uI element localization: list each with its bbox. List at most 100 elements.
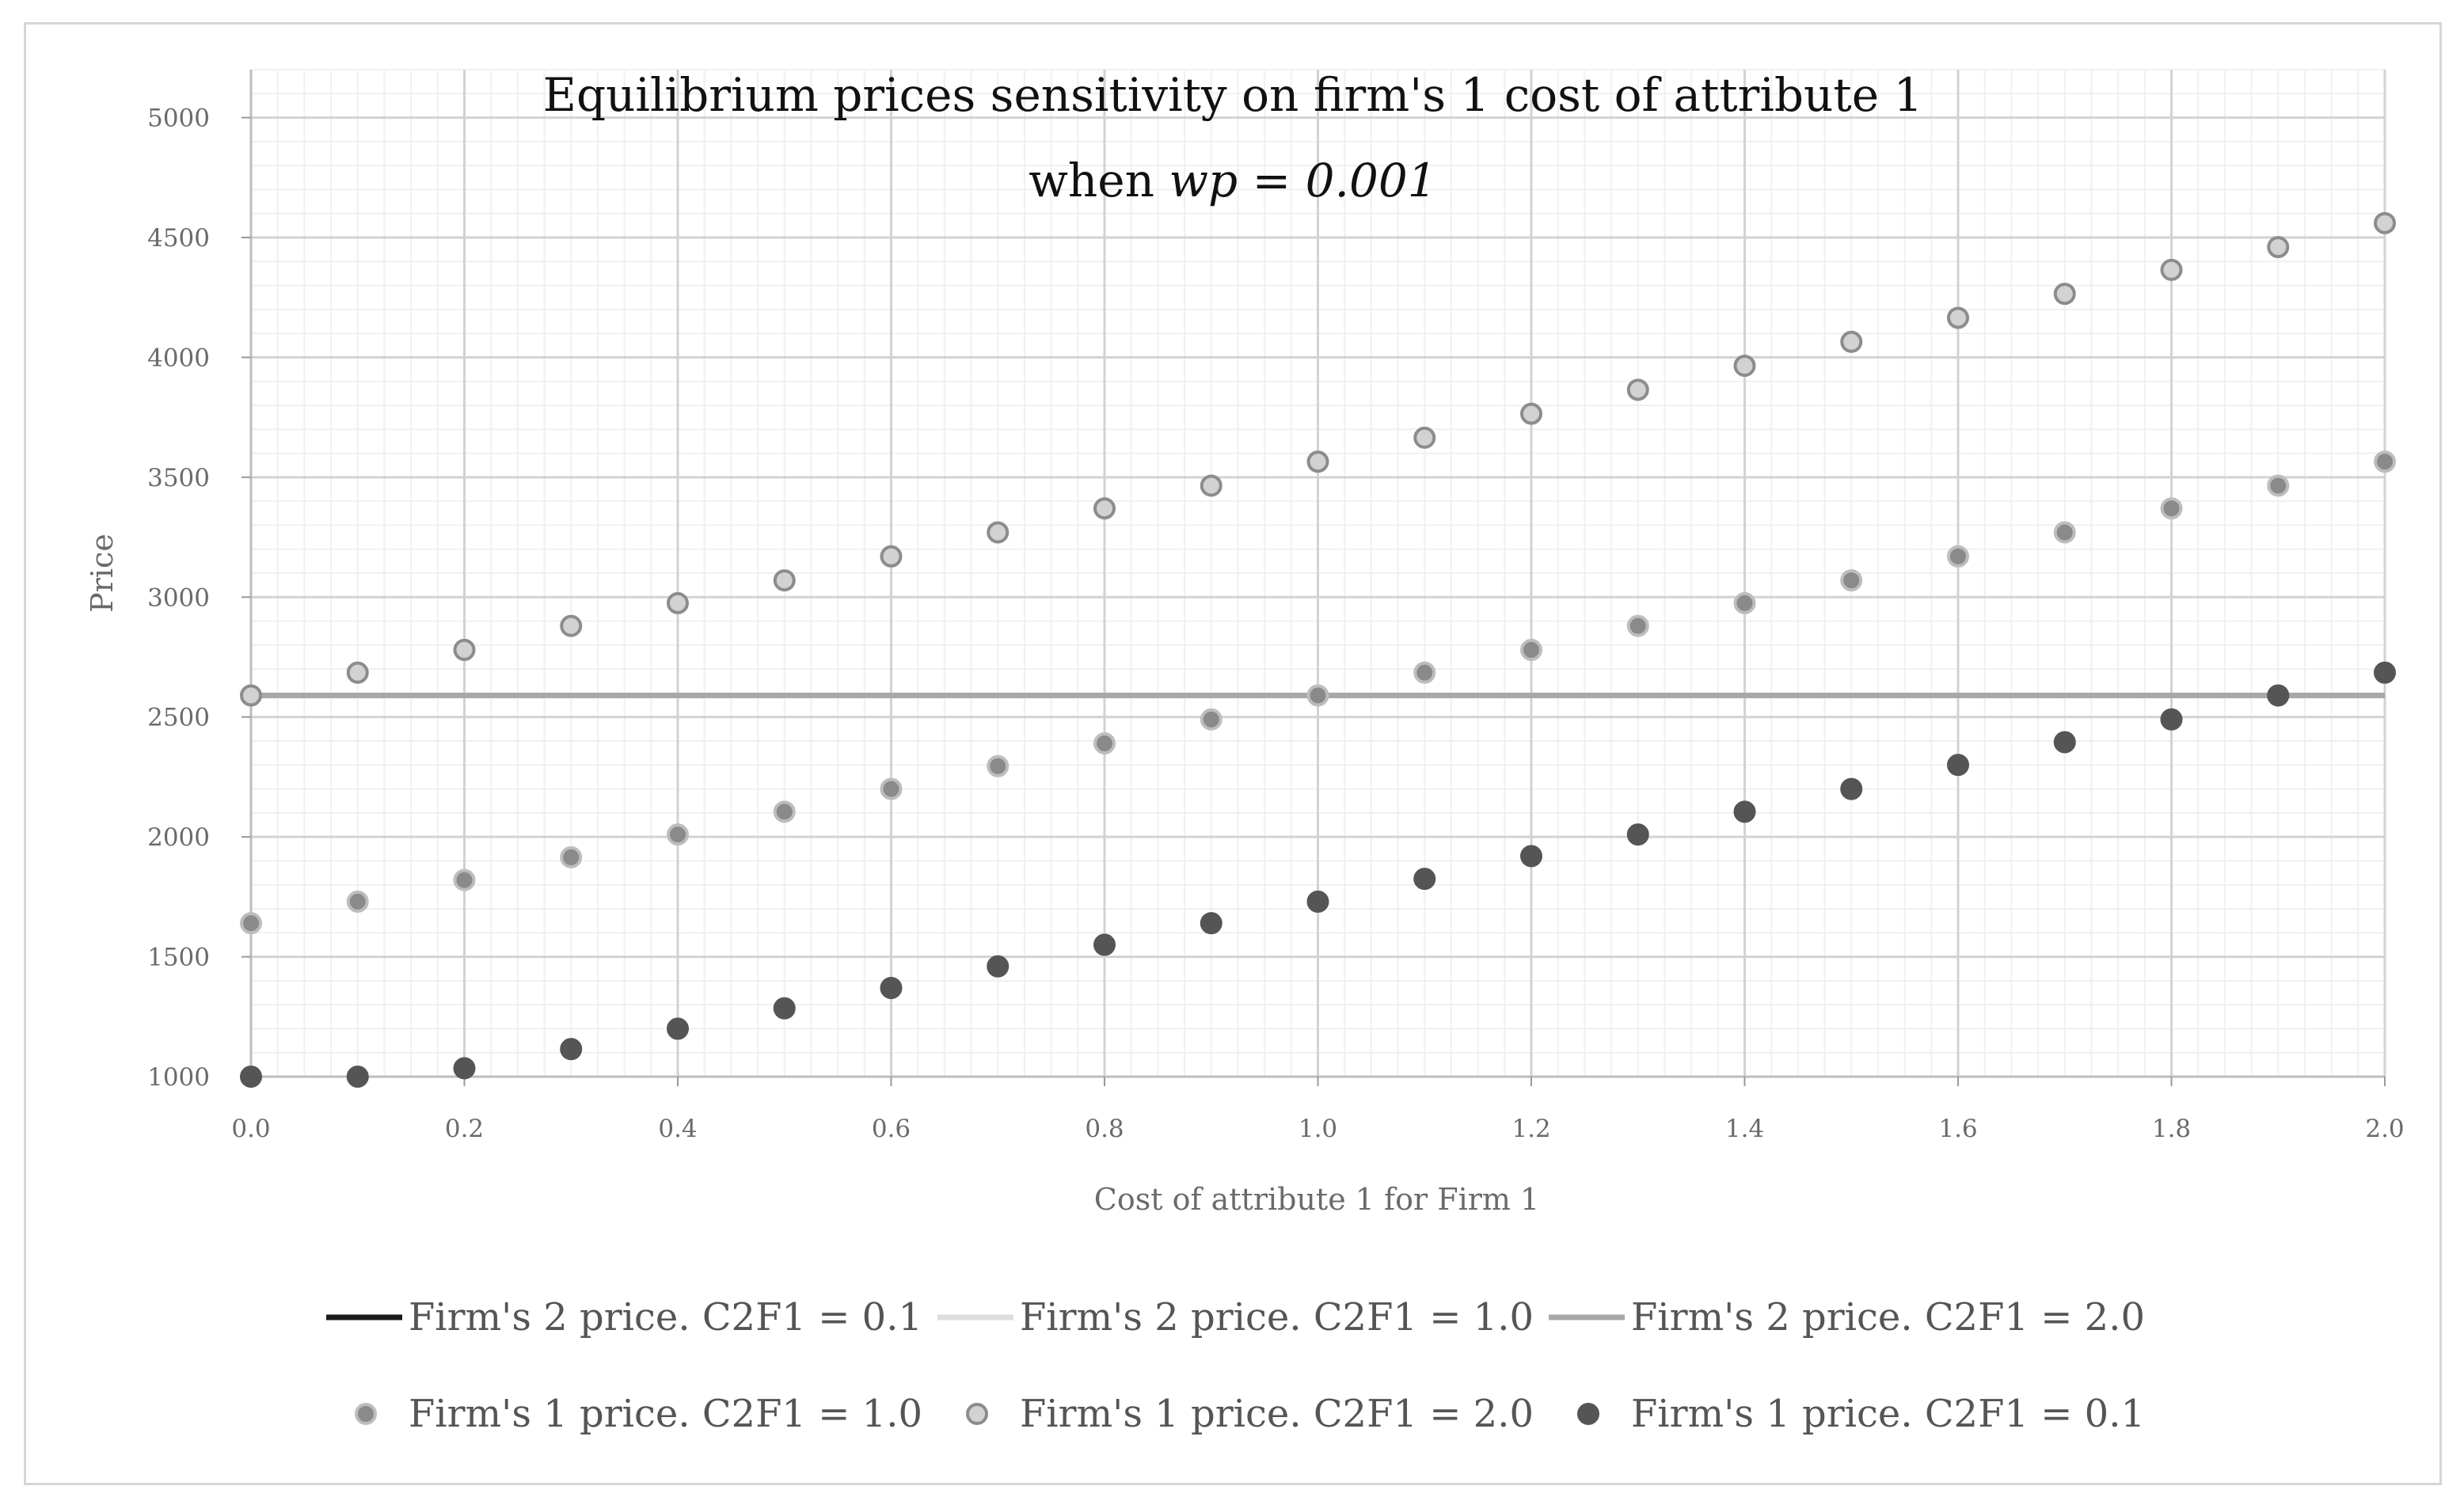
data-point xyxy=(987,754,1010,777)
data-point xyxy=(346,890,369,913)
y-tick-label: 5000 xyxy=(147,104,210,133)
x-tick-label: 1.0 xyxy=(1299,1115,1337,1143)
data-point xyxy=(1626,614,1649,637)
data-point xyxy=(1520,845,1542,868)
data-point xyxy=(1733,591,1756,614)
chart-subtitle: when wp = 0.001 xyxy=(1029,154,1436,207)
data-point xyxy=(1200,708,1222,731)
legend-label: Firm's 1 price. C2F1 = 1.0 xyxy=(409,1392,922,1436)
data-point xyxy=(2267,684,2290,707)
data-point xyxy=(1093,933,1116,956)
data-point xyxy=(880,976,903,999)
data-points xyxy=(240,211,2396,1088)
data-point xyxy=(667,1017,689,1040)
legend-label: Firm's 1 price. C2F1 = 0.1 xyxy=(1631,1392,2145,1436)
data-point xyxy=(1520,638,1542,661)
data-point xyxy=(667,823,689,846)
data-point xyxy=(1306,450,1329,473)
data-point xyxy=(346,1066,369,1088)
legend-label: Firm's 2 price. C2F1 = 0.1 xyxy=(409,1295,922,1340)
legend-label: Firm's 2 price. C2F1 = 2.0 xyxy=(1631,1295,2145,1340)
chart-title: Equilibrium prices sensitivity on firm's… xyxy=(543,68,1923,122)
data-point xyxy=(1626,378,1649,401)
data-point xyxy=(453,1057,476,1080)
data-point xyxy=(2053,521,2076,544)
data-point xyxy=(1200,474,1222,497)
data-point xyxy=(453,638,476,661)
x-tick-label: 0.6 xyxy=(872,1115,911,1143)
data-point xyxy=(560,846,583,868)
legend: Firm's 2 price. C2F1 = 0.1 Firm's 2 price… xyxy=(326,1295,2145,1436)
y-tick-label: 2500 xyxy=(147,704,210,732)
data-point xyxy=(2374,211,2396,234)
data-point xyxy=(1306,890,1329,913)
data-point xyxy=(773,800,796,823)
data-point xyxy=(1840,777,1863,800)
data-point xyxy=(2267,474,2290,497)
y-tick-label: 4500 xyxy=(147,224,210,253)
x-tick-label: 0.4 xyxy=(658,1115,697,1143)
data-point xyxy=(987,955,1010,978)
data-point xyxy=(2374,450,2396,473)
data-point xyxy=(1840,569,1863,592)
data-point xyxy=(2053,283,2076,306)
data-point xyxy=(1840,330,1863,353)
data-point xyxy=(560,1038,583,1061)
data-point xyxy=(880,777,903,800)
legend-dot-swatch xyxy=(355,1403,377,1425)
data-point xyxy=(1413,426,1436,449)
data-point xyxy=(1093,732,1116,755)
data-point xyxy=(1306,684,1329,707)
y-tick-label: 1500 xyxy=(147,944,210,972)
data-point xyxy=(240,1066,262,1088)
y-tick-label: 3500 xyxy=(147,464,210,492)
data-point xyxy=(1413,661,1436,684)
data-point xyxy=(240,912,262,935)
data-point xyxy=(2374,661,2396,684)
x-axis-label: Cost of attribute 1 for Firm 1 xyxy=(1094,1182,1539,1217)
x-tick-label: 0.8 xyxy=(1085,1115,1124,1143)
x-tick-label: 1.4 xyxy=(1725,1115,1764,1143)
legend-dot-swatch xyxy=(966,1403,988,1425)
data-point xyxy=(2267,236,2290,259)
data-point xyxy=(1947,545,1969,568)
data-point xyxy=(1947,306,1969,329)
data-point xyxy=(1947,754,1969,777)
data-point xyxy=(2160,258,2183,281)
y-tick-label: 2000 xyxy=(147,823,210,852)
data-point xyxy=(2160,497,2183,520)
x-tick-label: 2.0 xyxy=(2365,1115,2404,1143)
subtitle-prefix: when xyxy=(1029,154,1169,207)
data-point xyxy=(1200,912,1222,935)
x-tick-label: 1.6 xyxy=(1938,1115,1977,1143)
data-point xyxy=(987,521,1010,544)
chart-frame xyxy=(24,22,2442,1485)
legend-label: Firm's 2 price. C2F1 = 1.0 xyxy=(1020,1295,1534,1340)
data-point xyxy=(880,545,903,568)
data-point xyxy=(2160,708,2183,731)
y-tick-label: 3000 xyxy=(147,583,210,612)
data-point xyxy=(1093,497,1116,520)
legend-label: Firm's 1 price. C2F1 = 2.0 xyxy=(1020,1392,1534,1436)
axis-layer: 1000 1500 2000 2500 3000 3500 4000 4500 5000 0.0 0… xyxy=(147,70,2405,1143)
data-point xyxy=(240,684,262,707)
data-point xyxy=(1520,402,1542,425)
x-tick-label: 0.2 xyxy=(445,1115,484,1143)
data-point xyxy=(346,661,369,684)
x-tick-label: 0.0 xyxy=(231,1115,270,1143)
data-point xyxy=(667,591,689,614)
data-point xyxy=(1733,800,1756,823)
data-point xyxy=(453,868,476,891)
data-point xyxy=(1413,868,1436,891)
y-tick-label: 1000 xyxy=(147,1063,210,1092)
y-axis-label: Price xyxy=(85,534,120,613)
data-point xyxy=(773,997,796,1020)
data-point xyxy=(1626,823,1649,846)
legend-dot-swatch xyxy=(1577,1403,1599,1425)
data-point xyxy=(773,569,796,592)
y-tick-label: 4000 xyxy=(147,344,210,372)
grid-layer xyxy=(249,69,2386,1078)
subtitle-italic: wp = 0.001 xyxy=(1169,154,1436,207)
data-point xyxy=(2053,731,2076,754)
